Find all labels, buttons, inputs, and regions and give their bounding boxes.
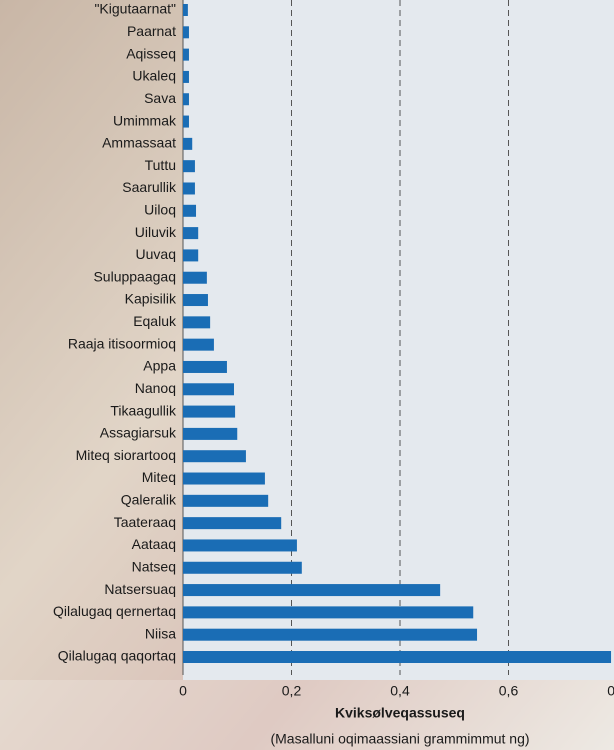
y-tick-label: Qaleralik — [121, 492, 177, 508]
bar — [183, 116, 189, 128]
y-tick-label: Saarullik — [122, 179, 177, 195]
chart: Kviksølveqassuseq (Masalluni oqimaassian… — [0, 0, 614, 750]
bar — [183, 584, 440, 596]
y-tick-label: Miteq — [142, 469, 176, 485]
y-tick-label: Appa — [143, 358, 176, 374]
y-tick-label: Natsersuaq — [104, 581, 176, 597]
bar — [183, 606, 473, 618]
bar — [183, 249, 198, 261]
y-tick-label: Kapisilik — [125, 291, 177, 307]
x-tick-label: 0 — [179, 683, 187, 699]
y-tick-label: Niisa — [145, 625, 176, 641]
y-tick-label: Assagiarsuk — [100, 425, 177, 441]
y-tick-label: Qilalugaq qaqortaq — [58, 648, 176, 664]
bar — [183, 517, 281, 529]
x-tick-label: 0,8 — [607, 683, 614, 699]
bar — [183, 473, 265, 485]
y-tick-label: "Kigutaarnat" — [94, 1, 176, 17]
y-tick-label: Qilalugaq qernertaq — [53, 603, 176, 619]
bar — [183, 450, 246, 462]
y-tick-label: Raaja itisoormioq — [68, 335, 176, 351]
x-axis-title: Kviksølveqassuseq — [335, 705, 465, 721]
bar — [183, 629, 477, 641]
bar — [183, 71, 189, 83]
y-tick-label: Tuttu — [145, 157, 176, 173]
y-tick-label: Miteq siorartooq — [76, 447, 176, 463]
y-tick-label: Nanoq — [135, 380, 176, 396]
bar — [183, 160, 195, 172]
bar — [183, 316, 210, 328]
y-tick-label: Aqisseq — [126, 45, 176, 61]
bar — [183, 272, 207, 284]
y-tick-label: Uiloq — [144, 201, 176, 217]
y-tick-label: Aataaq — [132, 536, 176, 552]
bar — [183, 651, 611, 663]
bar — [183, 205, 196, 217]
y-tick-label: Taateraaq — [114, 514, 176, 530]
bar — [183, 539, 297, 551]
bar — [183, 227, 198, 239]
y-tick-label: Suluppaagaq — [93, 268, 176, 284]
bar — [183, 138, 192, 150]
y-tick-label: Tikaagullik — [110, 402, 177, 418]
x-tick-label: 0,2 — [282, 683, 302, 699]
y-tick-label: Paarnat — [127, 23, 176, 39]
y-tick-label: Natseq — [132, 558, 176, 574]
bar — [183, 339, 214, 351]
y-tick-label: Ammassaat — [102, 135, 176, 151]
y-tick-label: Uiluvik — [135, 224, 177, 240]
y-tick-label: Uuvaq — [136, 246, 176, 262]
bar — [183, 562, 302, 574]
bar — [183, 93, 189, 105]
plot-area — [183, 0, 614, 680]
bar — [183, 4, 188, 16]
bar — [183, 49, 189, 61]
x-tick-label: 0,6 — [499, 683, 519, 699]
bar — [183, 406, 235, 418]
bar — [183, 26, 189, 38]
bar — [183, 182, 195, 194]
y-tick-label: Sava — [144, 90, 176, 106]
x-axis-subtitle: (Masalluni oqimaassiani grammimmut ng) — [270, 731, 529, 747]
y-tick-label: Eqaluk — [133, 313, 177, 329]
bar — [183, 383, 234, 395]
x-tick-label: 0,4 — [390, 683, 410, 699]
y-tick-label: Ukaleq — [132, 68, 176, 84]
y-tick-label: Umimmak — [113, 112, 177, 128]
bar — [183, 428, 237, 440]
bar — [183, 294, 208, 306]
bar — [183, 361, 227, 373]
bar — [183, 495, 268, 507]
